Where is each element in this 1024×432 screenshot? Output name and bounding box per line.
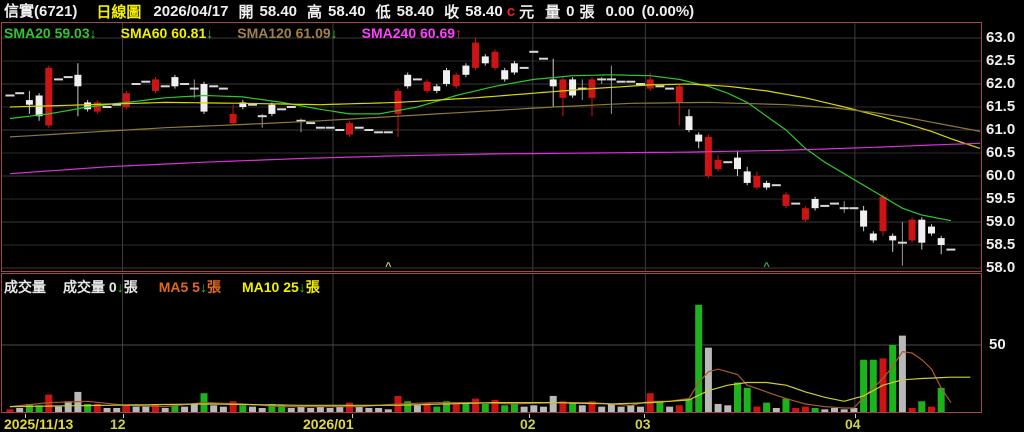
price-axis-label: 59.5 — [986, 190, 1016, 207]
sma240-name: SMA240 — [361, 25, 417, 41]
volume-unit: 張 — [579, 3, 595, 21]
close-label: 收 — [444, 3, 460, 21]
volume-pane-title: 成交量 — [4, 279, 46, 295]
volume-value: 0 — [108, 279, 117, 295]
sma120-value: 61.09 — [295, 25, 331, 41]
high-value: 58.40 — [328, 2, 366, 20]
sma-legend: SMA20 59.03↓ SMA60 60.81↓ SMA120 61.09↓ … — [4, 25, 462, 41]
sma60-name: SMA60 — [120, 25, 168, 41]
header-bar: 信實(6721) 日線圖 2026/04/17 開 58.40 高 58.40 … — [0, 0, 1024, 23]
date-axis-label: 02 — [520, 416, 536, 432]
sma60-value: 60.81 — [171, 25, 207, 41]
date-axis-tick — [123, 414, 124, 418]
ma5-value: 5 — [192, 279, 200, 295]
down-arrow-icon: ↓ — [116, 279, 124, 295]
main-chart-pane[interactable]: ^ ^ — [1, 22, 982, 272]
down-arrow-icon: ↓ — [199, 279, 207, 295]
ma10-legend: MA10 25↓張 — [242, 277, 320, 297]
chart-type-label[interactable]: 日線圖 — [96, 3, 142, 21]
sma120-name: SMA120 — [237, 25, 292, 41]
sma240-legend: SMA240 60.69↑ — [362, 25, 462, 41]
price-axis-label: 58.5 — [986, 236, 1016, 253]
volume-name: 成交量 — [63, 279, 105, 295]
price-axis-label: 59.0 — [986, 213, 1016, 230]
ma5-unit: 張 — [206, 279, 221, 295]
signal-marker-icon: ^ — [763, 261, 770, 271]
down-arrow-icon: ↓ — [89, 25, 97, 41]
close-value: 58.40 — [465, 2, 503, 20]
sma20-value: 59.03 — [54, 25, 90, 41]
date-axis-label: 2026/01 — [303, 416, 354, 432]
sma240-value: 60.69 — [420, 25, 456, 41]
trade-date: 2026/04/17 — [153, 2, 229, 20]
down-arrow-icon: ↓ — [206, 25, 214, 41]
sma120-legend: SMA120 61.09↓ — [237, 25, 337, 41]
volume-axis-label: 50 — [989, 336, 1006, 353]
price-axis-label: 61.0 — [986, 121, 1016, 138]
change-percent: (0.00%) — [641, 2, 695, 20]
price-axis-label: 62.0 — [986, 75, 1016, 92]
volume-value: 0 — [566, 2, 575, 20]
high-label: 高 — [307, 3, 323, 21]
price-axis-label: 61.5 — [986, 98, 1016, 115]
price-axis-label: 60.0 — [986, 167, 1016, 184]
open-value: 58.40 — [259, 2, 298, 20]
date-axis-label: 03 — [635, 416, 651, 432]
low-value: 58.40 — [396, 2, 435, 20]
date-axis-label: 04 — [845, 416, 861, 432]
date-axis-tick — [644, 414, 645, 418]
open-label: 開 — [238, 3, 254, 21]
ma10-name: MA10 — [241, 279, 280, 295]
sma60-legend: SMA60 60.81↓ — [121, 25, 214, 41]
ma5-name: MA5 — [158, 279, 189, 295]
date-axis-tick — [25, 414, 26, 418]
price-axis-label: 63.0 — [986, 29, 1016, 46]
volume-pane[interactable] — [1, 273, 982, 413]
low-label: 低 — [375, 3, 391, 21]
up-arrow-icon: ↑ — [455, 25, 463, 41]
date-axis-label: 12 — [110, 416, 126, 432]
ma5-legend: MA5 5↓張 — [159, 277, 221, 297]
date-axis-tick — [352, 414, 353, 418]
change-value: 0.00 — [605, 2, 635, 20]
down-arrow-icon: ↓ — [330, 25, 338, 41]
sma20-name: SMA20 — [4, 25, 51, 41]
volume-unit: 張 — [123, 279, 138, 295]
date-axis-label: 2025/11/13 — [4, 416, 74, 432]
price-axis-label: 58.0 — [986, 259, 1016, 276]
ma10-unit: 張 — [305, 279, 320, 295]
down-arrow-icon: ↓ — [298, 279, 306, 295]
currency-unit: 元 — [519, 3, 535, 21]
volume-current-legend: 成交量 0↓張 — [63, 277, 138, 297]
signal-marker-icon: ^ — [385, 261, 392, 271]
price-axis-label: 62.5 — [986, 52, 1016, 69]
volume-chart[interactable] — [2, 274, 981, 412]
close-flag: c — [506, 2, 516, 20]
date-axis-tick — [855, 414, 856, 418]
ma10-value: 25 — [283, 279, 299, 295]
price-axis-label: 60.5 — [986, 144, 1016, 161]
volume-label: 量 — [545, 3, 561, 21]
date-axis-tick — [529, 414, 530, 418]
volume-legend: 成交量 成交量 0↓張 MA5 5↓張 MA10 25↓張 — [4, 277, 320, 297]
sma20-legend: SMA20 59.03↓ — [4, 25, 97, 41]
candlestick-chart[interactable]: ^ ^ — [2, 23, 981, 271]
stock-title: 信實(6721) — [4, 0, 78, 23]
